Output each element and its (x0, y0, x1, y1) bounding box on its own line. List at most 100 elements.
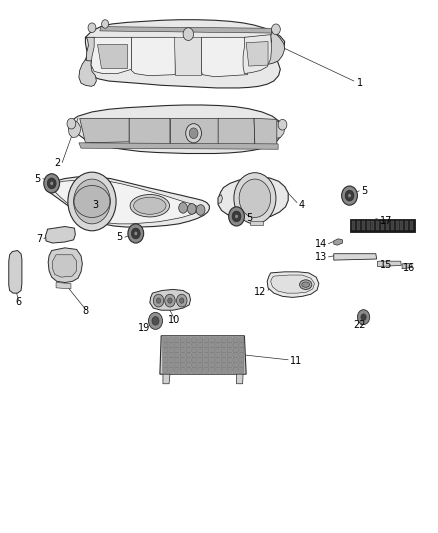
Polygon shape (402, 263, 412, 269)
Bar (396, 221, 399, 230)
Polygon shape (52, 180, 200, 224)
FancyBboxPatch shape (227, 358, 232, 362)
Circle shape (235, 214, 238, 219)
Polygon shape (246, 42, 268, 66)
Polygon shape (263, 32, 285, 64)
FancyBboxPatch shape (192, 337, 197, 342)
FancyBboxPatch shape (204, 368, 209, 373)
Text: 5: 5 (247, 213, 253, 223)
FancyBboxPatch shape (192, 343, 197, 348)
Text: 7: 7 (36, 234, 42, 244)
FancyBboxPatch shape (239, 358, 244, 362)
FancyBboxPatch shape (180, 343, 185, 348)
FancyBboxPatch shape (221, 362, 226, 368)
Text: 4: 4 (299, 200, 305, 209)
Circle shape (168, 298, 172, 303)
Bar (386, 221, 389, 230)
FancyBboxPatch shape (162, 353, 168, 357)
Bar (350, 219, 415, 232)
FancyBboxPatch shape (192, 358, 197, 362)
FancyBboxPatch shape (233, 362, 238, 368)
Polygon shape (85, 37, 100, 63)
Bar (410, 221, 413, 230)
Bar (362, 221, 365, 230)
Polygon shape (9, 251, 22, 293)
Bar (371, 221, 374, 230)
Circle shape (196, 205, 205, 215)
Circle shape (187, 204, 196, 214)
FancyBboxPatch shape (209, 348, 215, 352)
FancyBboxPatch shape (180, 358, 185, 362)
FancyBboxPatch shape (192, 353, 197, 357)
FancyBboxPatch shape (209, 358, 215, 362)
Polygon shape (378, 261, 401, 266)
Circle shape (148, 312, 162, 329)
FancyBboxPatch shape (162, 337, 168, 342)
Circle shape (183, 28, 194, 41)
Ellipse shape (74, 185, 110, 217)
FancyBboxPatch shape (233, 353, 238, 357)
FancyBboxPatch shape (198, 343, 203, 348)
FancyBboxPatch shape (180, 368, 185, 373)
Text: 22: 22 (353, 320, 365, 330)
Circle shape (186, 124, 201, 143)
FancyBboxPatch shape (227, 343, 232, 348)
FancyBboxPatch shape (239, 362, 244, 368)
FancyBboxPatch shape (168, 368, 173, 373)
Circle shape (177, 294, 187, 307)
Text: 11: 11 (290, 357, 302, 366)
FancyBboxPatch shape (186, 343, 191, 348)
Circle shape (74, 179, 110, 224)
Polygon shape (163, 374, 170, 384)
Text: 17: 17 (380, 216, 392, 226)
Text: 12: 12 (254, 287, 266, 296)
Circle shape (239, 179, 271, 217)
Ellipse shape (302, 282, 310, 287)
FancyBboxPatch shape (192, 348, 197, 352)
Circle shape (50, 181, 53, 185)
Polygon shape (79, 60, 96, 86)
Polygon shape (334, 239, 343, 245)
FancyBboxPatch shape (239, 343, 244, 348)
FancyBboxPatch shape (198, 368, 203, 373)
Circle shape (134, 231, 138, 236)
Circle shape (67, 118, 76, 129)
FancyBboxPatch shape (239, 337, 244, 342)
FancyBboxPatch shape (233, 337, 238, 342)
FancyBboxPatch shape (209, 362, 215, 368)
FancyBboxPatch shape (239, 348, 244, 352)
Text: 19: 19 (138, 324, 150, 333)
FancyBboxPatch shape (180, 353, 185, 357)
Polygon shape (237, 374, 243, 384)
Circle shape (189, 128, 198, 139)
Bar (400, 221, 403, 230)
FancyBboxPatch shape (162, 362, 168, 368)
Polygon shape (97, 44, 127, 68)
FancyBboxPatch shape (186, 337, 191, 342)
Polygon shape (334, 254, 377, 260)
Circle shape (47, 178, 56, 189)
FancyBboxPatch shape (162, 358, 168, 362)
FancyBboxPatch shape (215, 362, 221, 368)
FancyBboxPatch shape (204, 348, 209, 352)
Circle shape (234, 173, 276, 224)
FancyBboxPatch shape (215, 368, 221, 373)
Text: 10: 10 (168, 316, 180, 325)
FancyBboxPatch shape (186, 358, 191, 362)
FancyBboxPatch shape (198, 358, 203, 362)
FancyBboxPatch shape (168, 358, 173, 362)
FancyBboxPatch shape (204, 343, 209, 348)
Circle shape (229, 207, 244, 226)
FancyBboxPatch shape (221, 353, 226, 357)
Circle shape (232, 211, 241, 222)
Bar (405, 221, 408, 230)
Polygon shape (91, 37, 131, 74)
Ellipse shape (130, 195, 170, 217)
FancyBboxPatch shape (204, 362, 209, 368)
FancyBboxPatch shape (221, 337, 226, 342)
Text: 14: 14 (315, 239, 328, 248)
FancyBboxPatch shape (192, 368, 197, 373)
Polygon shape (80, 118, 129, 143)
FancyBboxPatch shape (174, 343, 180, 348)
FancyBboxPatch shape (215, 337, 221, 342)
